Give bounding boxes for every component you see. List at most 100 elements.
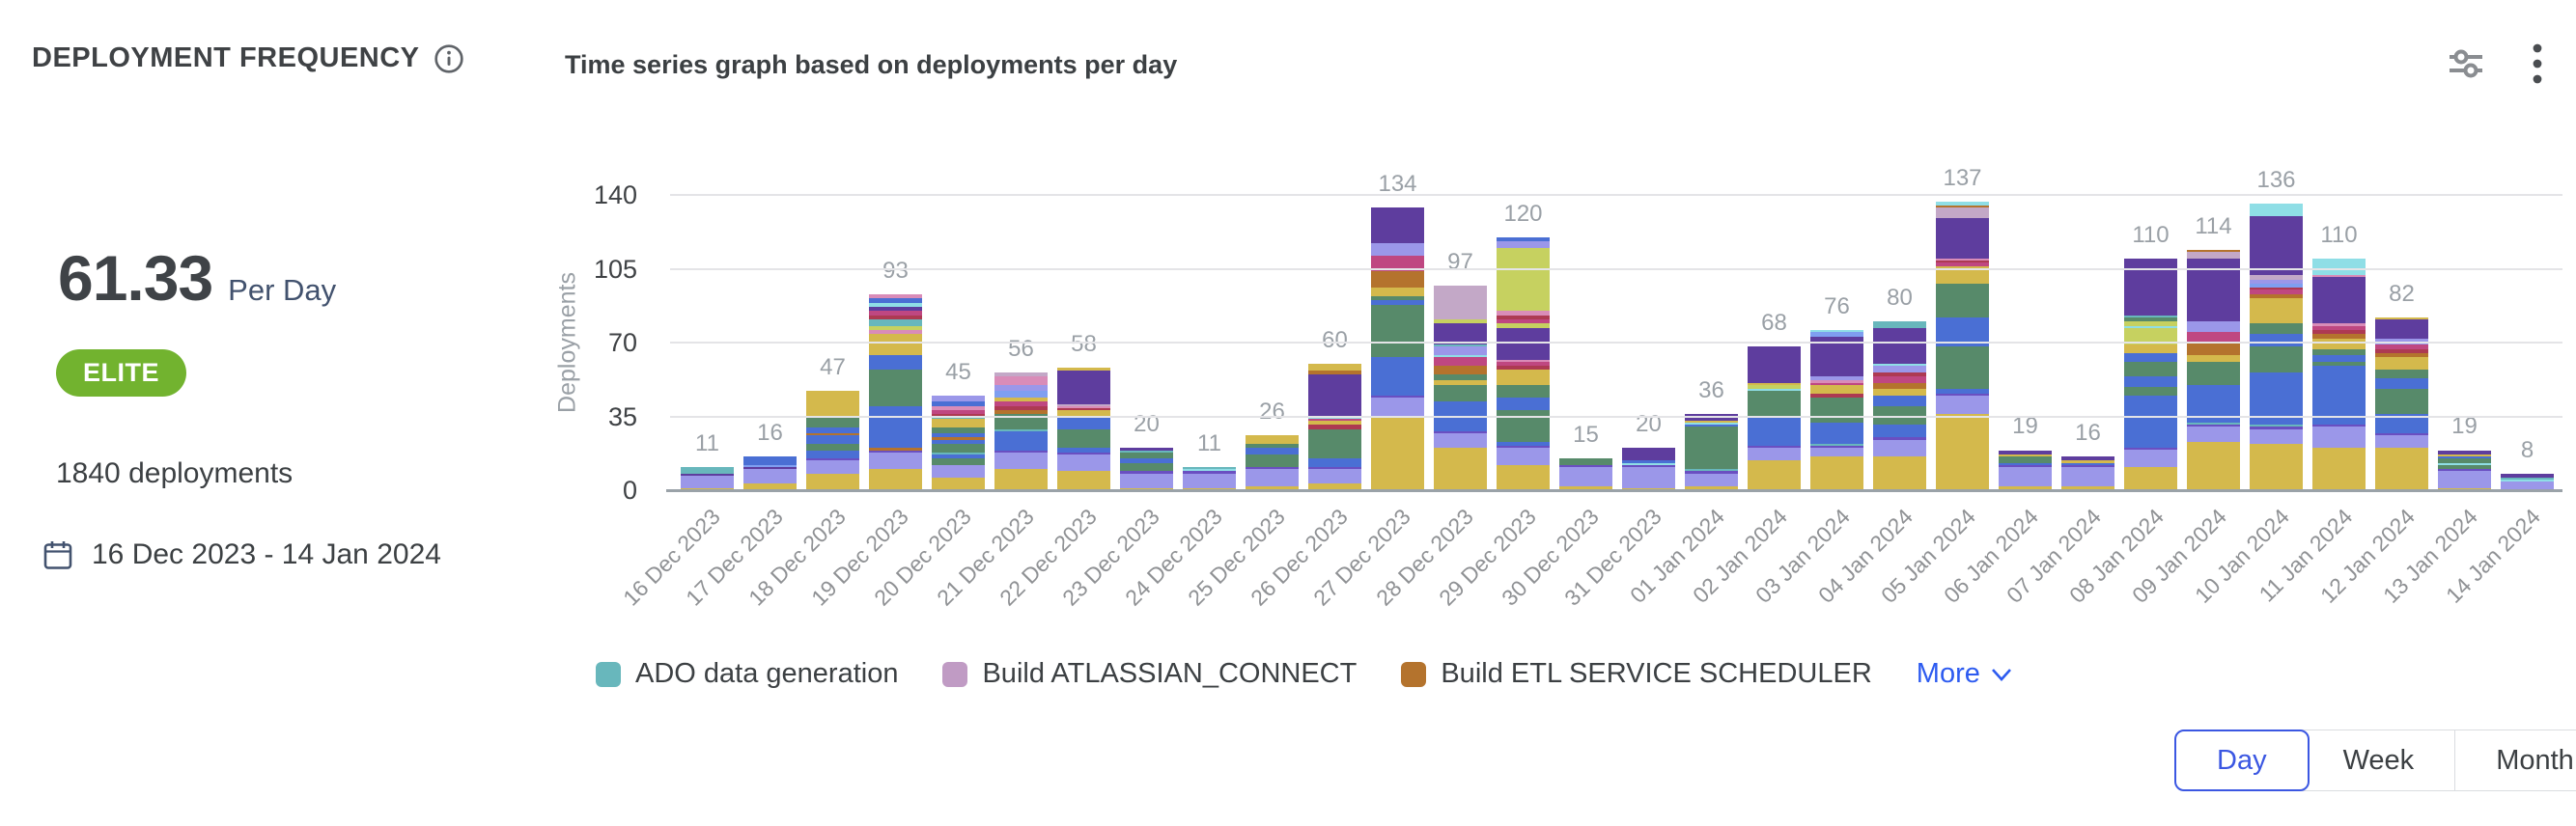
bar[interactable]: [2249, 203, 2304, 490]
bar[interactable]: [1558, 458, 1613, 490]
bar-segment: [2060, 485, 2115, 490]
bar-segment: [1558, 466, 1613, 486]
bar[interactable]: [1307, 363, 1362, 490]
bar-segment: [1621, 448, 1676, 461]
bar[interactable]: [931, 395, 986, 490]
bar[interactable]: [1684, 414, 1739, 490]
bar-segment: [1935, 395, 1990, 415]
bar-segment: [2060, 464, 2115, 467]
bar[interactable]: [2186, 249, 2241, 490]
bar-segment: [2123, 321, 2178, 326]
bar-segment: [868, 448, 923, 451]
bar-segment: [2249, 334, 2304, 347]
bar-segment: [1809, 393, 1864, 398]
bar-segment: [1747, 460, 1802, 490]
bar-segment: [2123, 376, 2178, 387]
bar-segment: [1307, 370, 1362, 374]
bar[interactable]: [1935, 201, 1990, 490]
legend-item[interactable]: ADO data generation: [596, 658, 898, 690]
bar-segment: [1433, 323, 1488, 345]
bar-segment: [2311, 258, 2366, 276]
granularity-month-button[interactable]: Month: [2454, 730, 2576, 791]
bar-segment: [2249, 279, 2304, 284]
bar-segment: [1935, 260, 1990, 263]
bar[interactable]: [2374, 317, 2429, 490]
bar-segment: [1684, 414, 1739, 421]
bar[interactable]: [742, 456, 798, 490]
bar[interactable]: [1245, 435, 1300, 490]
sliders-icon[interactable]: [2445, 42, 2487, 85]
bar-segment: [994, 428, 1049, 431]
bar-segment: [1245, 485, 1300, 490]
metric-unit: Per Day: [228, 273, 337, 307]
bar[interactable]: [1433, 286, 1488, 490]
bar-segment: [994, 469, 1049, 490]
bar[interactable]: [1496, 236, 1551, 490]
info-icon[interactable]: [434, 43, 464, 74]
bar[interactable]: [994, 372, 1049, 490]
bar-segment: [742, 456, 798, 465]
bar[interactable]: [2060, 456, 2115, 490]
bar-segment: [2249, 298, 2304, 324]
bar[interactable]: [1809, 330, 1864, 490]
legend-more-link[interactable]: More: [1917, 658, 2013, 690]
bar[interactable]: [1747, 346, 1802, 490]
bar-segment: [1370, 288, 1425, 296]
bar-column: 16 07 Jan 2024: [2002, 195, 2119, 608]
bar[interactable]: [1182, 467, 1237, 490]
granularity-day-button[interactable]: Day: [2174, 730, 2310, 791]
bar-segment: [994, 430, 1049, 451]
bar[interactable]: [1119, 448, 1174, 490]
bar-segment: [2311, 448, 2366, 490]
bar-column: 134 27 Dec 2023: [1308, 171, 1429, 611]
bar-segment: [1684, 427, 1739, 470]
bar[interactable]: [2437, 450, 2492, 490]
bar-value-label: 45: [945, 358, 971, 385]
bar-segment: [2123, 344, 2178, 353]
bar-segment: [1809, 332, 1864, 337]
date-range-picker[interactable]: 16 Dec 2023 - 14 Jan 2024: [42, 538, 441, 571]
bar-value-label: 19: [2451, 413, 2478, 440]
bar-segment: [994, 376, 1049, 385]
bar[interactable]: [680, 467, 735, 490]
bar-segment: [2437, 454, 2492, 457]
bar-segment: [1433, 357, 1488, 367]
bar-segment: [1433, 448, 1488, 490]
bar-segment: [1684, 425, 1739, 427]
bar-segment: [2249, 289, 2304, 294]
bar[interactable]: [2500, 473, 2555, 490]
bar-segment: [805, 450, 860, 459]
bar[interactable]: [2123, 258, 2178, 490]
bar-segment: [1433, 430, 1488, 433]
legend-item[interactable]: Build ETL SERVICE SCHEDULER: [1401, 658, 1872, 690]
bar-segment: [931, 410, 986, 415]
bar-segment: [1496, 448, 1551, 465]
bar-segment: [2249, 293, 2304, 299]
bar-column: 56 21 Dec 2023: [932, 195, 1052, 611]
bar-segment: [994, 391, 1049, 398]
bar[interactable]: [1998, 450, 2053, 490]
bar-segment: [2123, 317, 2178, 322]
bar[interactable]: [1621, 448, 1676, 490]
bar[interactable]: [2311, 258, 2366, 490]
bar-segment: [1747, 448, 1802, 461]
bar-column: 110 08 Jan 2024: [2064, 195, 2182, 608]
bar-column: 36 01 Jan 2024: [1625, 195, 1743, 608]
bar-segment: [1998, 454, 2053, 457]
chart-legend: ADO data generation Build ATLASSIAN_CONNE…: [596, 658, 2013, 690]
legend-item[interactable]: Build ATLASSIAN_CONNECT: [942, 658, 1357, 690]
bar-segment: [2311, 366, 2366, 426]
bar[interactable]: [868, 293, 923, 490]
bar-segment: [1496, 319, 1551, 324]
bar-segment: [868, 405, 923, 449]
bar-segment: [1370, 295, 1425, 301]
granularity-week-button[interactable]: Week: [2301, 730, 2456, 791]
bar-segment: [2311, 427, 2366, 449]
bar-segment: [1433, 373, 1488, 381]
bar-segment: [1056, 454, 1111, 472]
bar[interactable]: [805, 391, 860, 490]
bar[interactable]: [1370, 207, 1425, 490]
bar[interactable]: [1056, 368, 1111, 490]
bar[interactable]: [1872, 321, 1927, 490]
kebab-menu-icon[interactable]: [2532, 41, 2543, 87]
